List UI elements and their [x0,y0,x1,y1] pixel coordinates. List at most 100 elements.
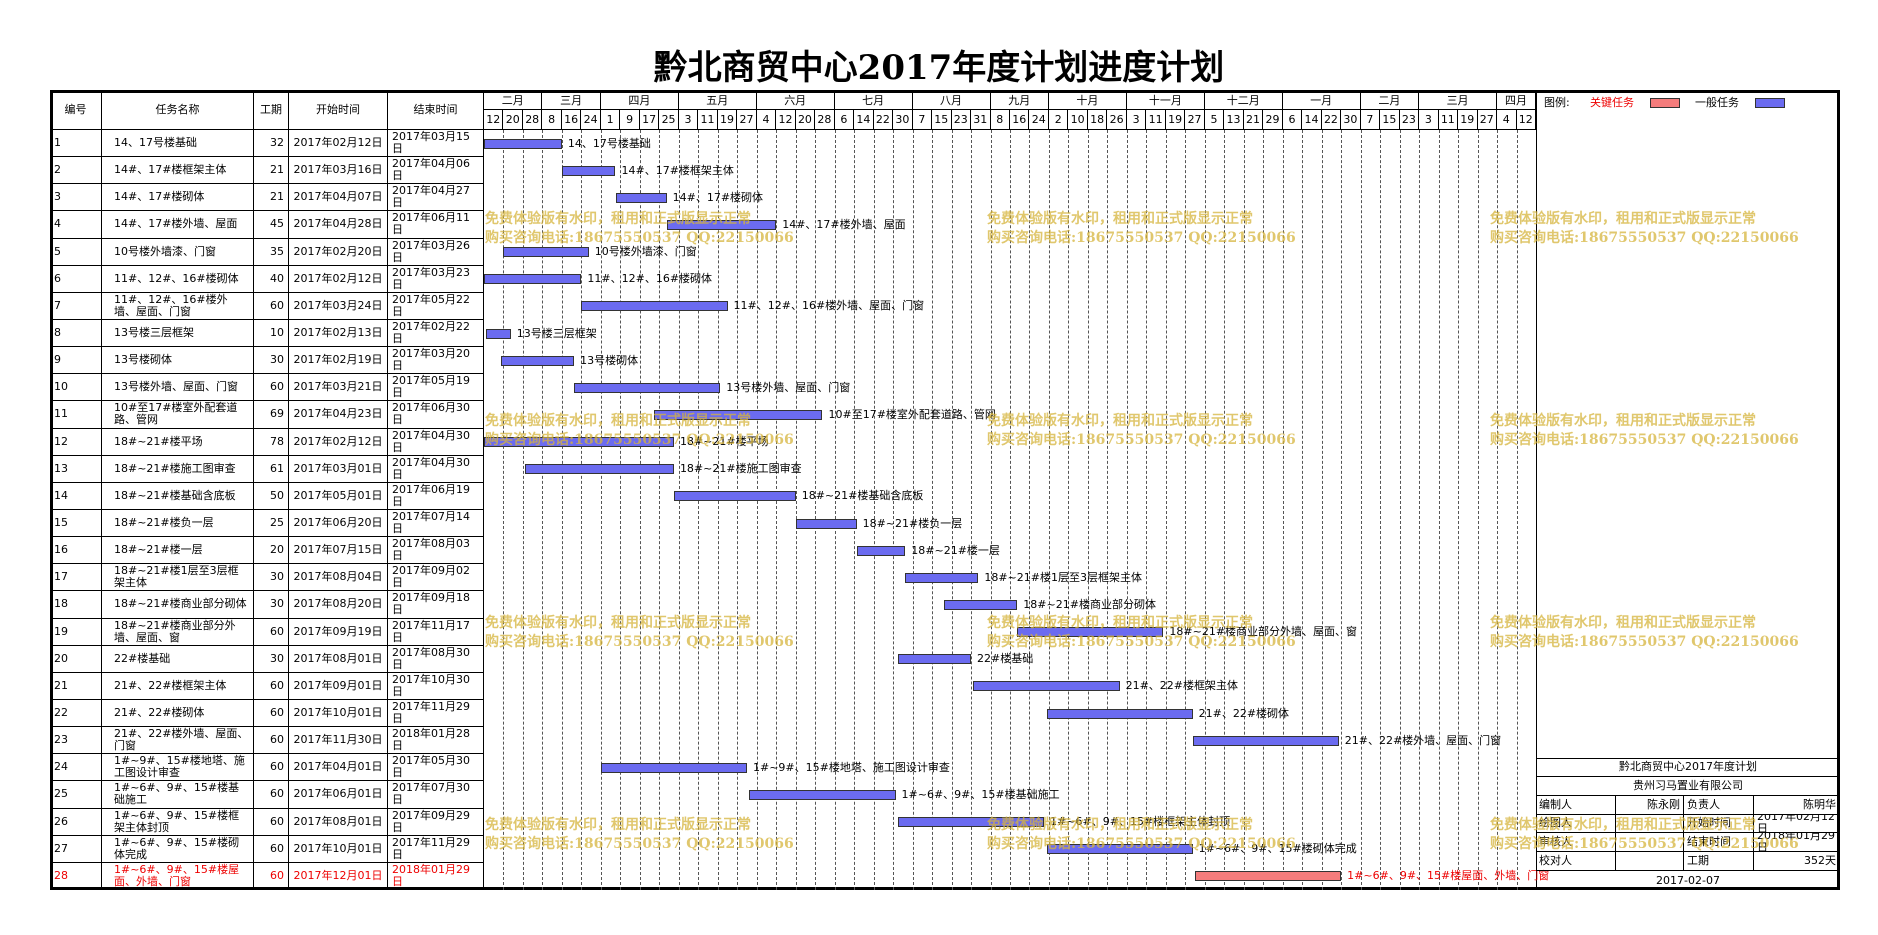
cell: 21#、22#楼框架主体 [102,672,254,700]
grid-line [1068,130,1070,890]
day-label: 7 [1360,110,1381,130]
cell: 2017年10月30日 [388,672,484,700]
cell: 3 [50,184,102,212]
cell: 13号楼三层框架 [102,320,254,348]
grid-line [1477,130,1479,890]
grid-line [834,130,836,890]
info-cell [1616,852,1684,872]
grid-line [1010,130,1011,890]
cell: 18#~21#楼一层 [102,537,254,565]
month-label: 二月 [484,92,543,110]
cell: 21 [50,672,102,700]
cell: 22 [50,700,102,728]
frame [50,90,1840,890]
grid-line [1419,130,1421,890]
day-label: 8 [990,110,1010,130]
grid-line [1243,130,1245,890]
grid-line [815,130,817,890]
bar-label: 10#至17#楼室外配套道路、管网 [828,407,996,421]
cell: 2018年01月29日 [388,862,484,890]
cell: 2017年12月01日 [289,862,388,890]
task-bar [749,790,896,800]
grid-line [659,130,661,890]
cell: 2017年02月12日 [289,130,388,158]
cell: 2018年01月28日 [388,727,484,755]
cell: 30 [254,347,289,375]
cell: 2017年04月06日 [388,157,484,185]
cell: 18 [50,591,102,619]
bar-label: 13号楼外墙、屋面、门窗 [726,380,851,394]
grid-line [971,130,973,890]
grid-line [756,130,758,890]
bar-label: 21#、22#楼框架主体 [1125,679,1239,693]
cell: 16 [50,537,102,565]
day-label: 20 [503,110,523,130]
cell: 21 [254,157,289,185]
cell: 69 [254,401,289,429]
cell: 78 [254,428,289,456]
info-company: 贵州习马置业有限公司 [1536,777,1840,796]
bar-label: 21#、22#楼砌体 [1198,706,1290,720]
cell: 50 [254,482,289,510]
cell: 2017年04月30日 [388,455,484,483]
grid-line [737,130,739,890]
bar-label: 11#、12#、16#楼外墙、屋面、门窗 [733,299,925,313]
task-bar [484,274,582,285]
month-label: 六月 [756,92,835,110]
day-label: 2 [1048,110,1069,130]
cell: 18#~21#楼1层至3层框架主体 [102,564,254,592]
bar-label: 18#~21#楼平场 [679,435,769,449]
page-title: 黔北商贸中心2017年度计划进度计划 [653,48,1225,88]
grid-line [1282,130,1284,890]
bar-label: 1#~6#、9#、15#楼砌体完成 [1198,842,1357,856]
day-label: 14 [1302,110,1322,130]
cell: 21#、22#楼砌体 [102,700,254,728]
month-label: 八月 [912,92,991,110]
cell: 30 [254,564,289,592]
cell: 27 [50,835,102,863]
day-label: 20 [795,110,816,130]
column-header: 结束时间 [388,90,484,130]
info-cell: 结束时间 [1684,833,1754,853]
day-label: 6 [1282,110,1303,130]
day-label: 3 [1419,110,1439,130]
bar-label: 21#、22#楼外墙、屋面、门窗 [1344,733,1502,747]
cell: 2017年02月12日 [289,265,388,293]
task-bar [574,382,721,393]
cell: 2017年07月15日 [289,537,388,565]
day-label: 19 [717,110,738,130]
info-cell: 工期 [1684,852,1754,872]
cell: 60 [254,374,289,402]
day-label: 23 [1399,110,1420,130]
critical-bar [1195,871,1342,882]
cell: 2017年02月20日 [289,238,388,266]
day-label: 26 [1107,110,1127,130]
cell: 10 [254,320,289,348]
day-label: 8 [542,110,562,130]
cell: 2017年04月23日 [289,401,388,429]
cell: 1#~6#、9#、15#楼框架主体封顶 [102,808,254,836]
day-label: 25 [659,110,679,130]
day-label: 12 [1516,110,1536,130]
grid-line [1341,130,1343,890]
day-label: 13 [1224,110,1244,130]
cell: 2017年04月01日 [289,754,388,782]
day-label: 16 [561,110,582,130]
cell: 2017年10月01日 [289,835,388,863]
bar-label: 18#~21#楼负一层 [862,516,963,530]
task-bar [856,545,906,556]
cell: 18#~21#楼平场 [102,428,254,456]
day-label: 19 [1458,110,1478,130]
cell: 2017年07月14日 [388,510,484,538]
day-label: 17 [639,110,660,130]
cell: 60 [254,618,289,646]
grid-line [1048,130,1050,890]
task-bar [525,464,674,475]
grid-line [1263,130,1265,890]
grid-line [951,130,953,890]
cell: 2017年05月01日 [289,482,388,510]
day-label: 12 [484,110,504,130]
grid-line [620,130,622,890]
task-bar [501,355,575,366]
cell: 20 [254,537,289,565]
